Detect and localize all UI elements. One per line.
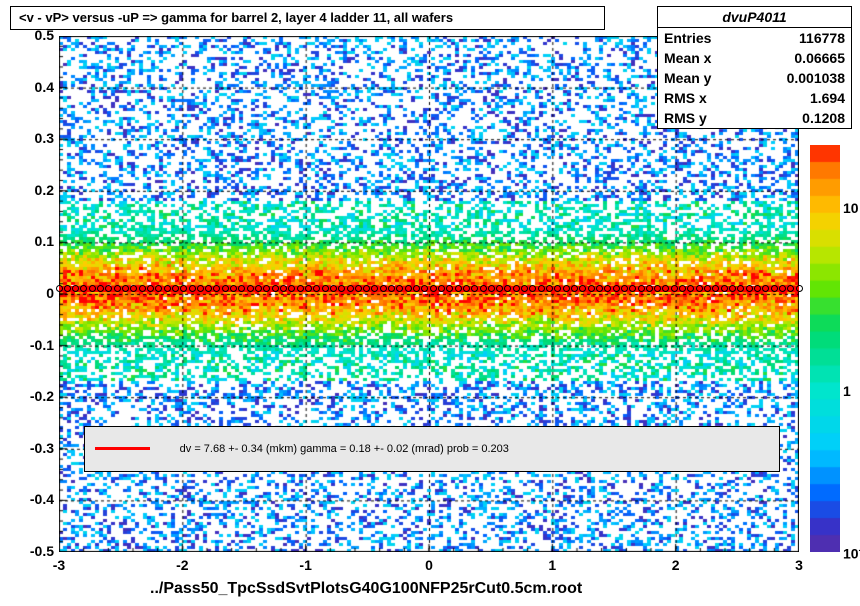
y-tick-label: 0.5 <box>10 27 54 43</box>
y-tick-label: -0.4 <box>10 491 54 507</box>
y-tick-label: -0.2 <box>10 388 54 404</box>
x-tick-label: 3 <box>795 557 803 573</box>
x-tick-label: -3 <box>53 557 65 573</box>
x-tick-label: -2 <box>176 557 188 573</box>
colorbar-tick-label: 10 <box>843 200 859 216</box>
colorbar-canvas <box>810 145 840 552</box>
y-tick-label: 0 <box>10 285 54 301</box>
colorbar-tick-label: 1 <box>843 383 851 399</box>
colorbar <box>810 145 840 552</box>
stats-title: dvuP4011 <box>658 7 851 28</box>
x-tick-label: 1 <box>548 557 556 573</box>
legend-line-sample <box>95 447 150 450</box>
colorbar-tick-label: 10-1 <box>843 545 860 562</box>
x-tick-label: -1 <box>299 557 311 573</box>
y-tick-label: -0.1 <box>10 337 54 353</box>
y-tick-label: 0.3 <box>10 130 54 146</box>
y-tick-label: -0.5 <box>10 543 54 559</box>
stats-row: Mean x0.06665 <box>658 48 851 68</box>
plot-title: <v - vP> versus -uP => gamma for barrel … <box>19 10 453 25</box>
y-tick-label: 0.1 <box>10 233 54 249</box>
y-tick-label: -0.3 <box>10 440 54 456</box>
footer-path: ../Pass50_TpcSsdSvtPlotsG40G100NFP25rCut… <box>150 580 582 598</box>
legend-box: dv = 7.68 +- 0.34 (mkm) gamma = 0.18 +- … <box>84 426 781 472</box>
stats-row: Entries116778 <box>658 28 851 48</box>
stats-row: RMS y0.1208 <box>658 108 851 128</box>
y-tick-label: 0.4 <box>10 79 54 95</box>
y-tick-label: 0.2 <box>10 182 54 198</box>
stats-row: Mean y0.001038 <box>658 68 851 88</box>
x-tick-label: 2 <box>672 557 680 573</box>
legend-text: dv = 7.68 +- 0.34 (mkm) gamma = 0.18 +- … <box>180 443 509 455</box>
stats-rows: Entries116778Mean x0.06665Mean y0.001038… <box>658 28 851 128</box>
plot-title-box: <v - vP> versus -uP => gamma for barrel … <box>10 6 605 30</box>
x-tick-label: 0 <box>425 557 433 573</box>
stats-row: RMS x1.694 <box>658 88 851 108</box>
stats-box: dvuP4011 Entries116778Mean x0.06665Mean … <box>657 6 852 129</box>
